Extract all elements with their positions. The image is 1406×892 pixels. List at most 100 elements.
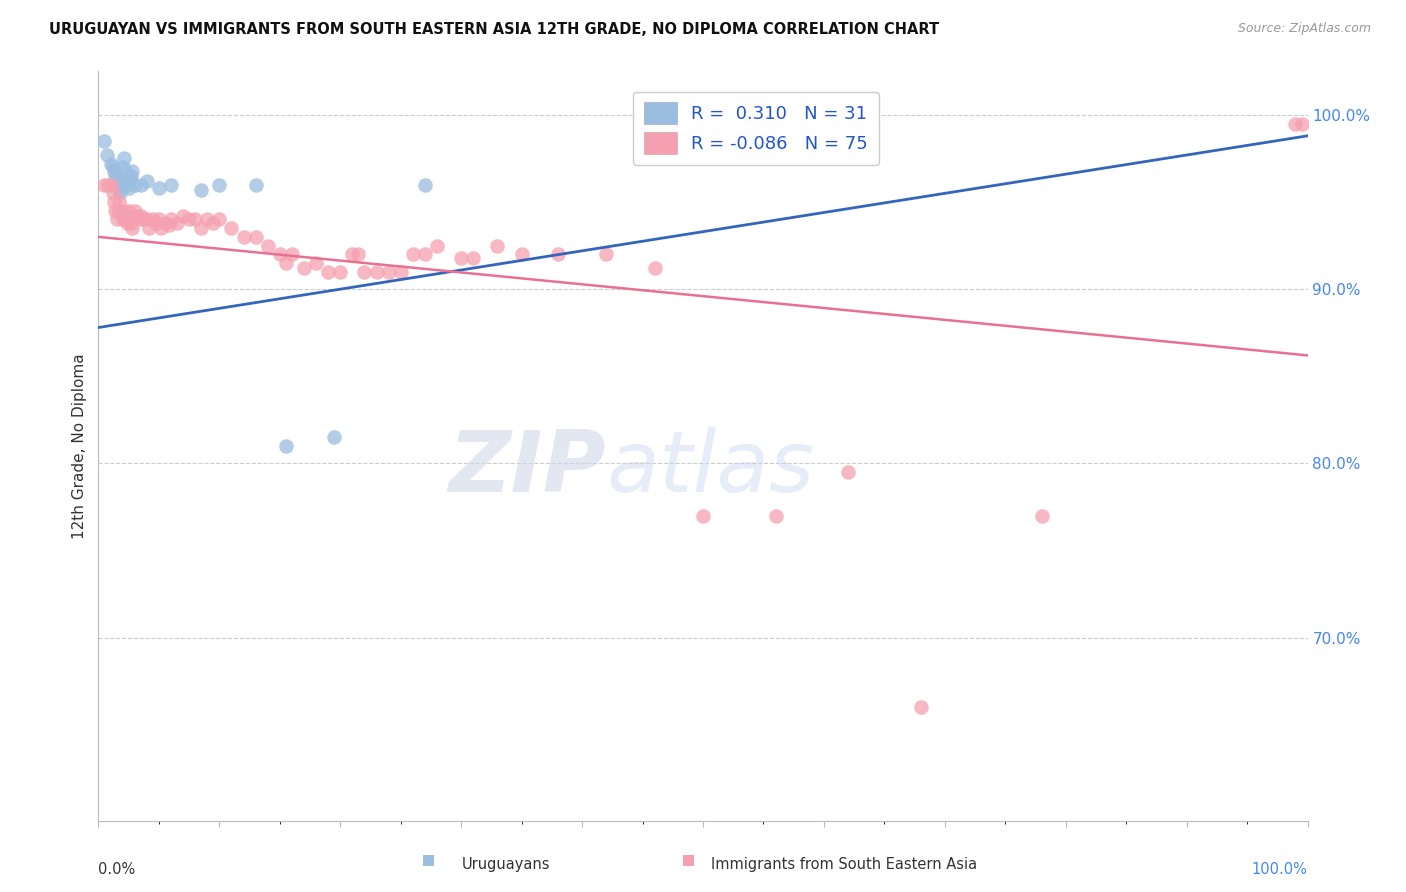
Point xyxy=(274,439,297,453)
Point xyxy=(129,178,152,192)
Point xyxy=(108,195,131,210)
Point xyxy=(366,265,388,279)
Point xyxy=(124,203,146,218)
Point xyxy=(148,212,170,227)
Point xyxy=(93,178,115,192)
Point xyxy=(145,216,167,230)
Text: 0.0%: 0.0% xyxy=(98,862,135,877)
Point xyxy=(510,247,533,261)
Point xyxy=(305,256,328,270)
Point xyxy=(103,163,125,178)
Point xyxy=(274,256,297,270)
Legend: R =  0.310   N = 31, R = -0.086   N = 75: R = 0.310 N = 31, R = -0.086 N = 75 xyxy=(634,92,879,164)
Point xyxy=(190,183,212,197)
Point xyxy=(105,172,128,186)
Point xyxy=(96,148,118,162)
Point xyxy=(692,508,714,523)
Point xyxy=(413,178,436,192)
Text: Source: ZipAtlas.com: Source: ZipAtlas.com xyxy=(1237,22,1371,36)
Point xyxy=(208,212,231,227)
Point xyxy=(765,508,787,523)
Point xyxy=(232,230,254,244)
Point xyxy=(138,221,160,235)
Text: Immigrants from South Eastern Asia: Immigrants from South Eastern Asia xyxy=(710,857,977,872)
Point xyxy=(353,265,375,279)
Point xyxy=(450,251,472,265)
Point xyxy=(135,174,157,188)
Point xyxy=(120,169,142,183)
Point xyxy=(118,209,141,223)
Text: ▪: ▪ xyxy=(422,849,436,869)
Point xyxy=(124,178,146,192)
Point xyxy=(108,186,131,201)
Point xyxy=(347,247,370,261)
Point xyxy=(1291,117,1313,131)
Point xyxy=(166,216,188,230)
Point xyxy=(142,212,165,227)
Point xyxy=(135,212,157,227)
Point xyxy=(115,212,138,227)
Point xyxy=(281,247,304,261)
Point xyxy=(121,163,143,178)
Point xyxy=(101,186,124,201)
Point xyxy=(269,247,291,261)
Point xyxy=(153,216,176,230)
Text: atlas: atlas xyxy=(606,427,814,510)
Point xyxy=(595,247,617,261)
Point xyxy=(329,265,352,279)
Point xyxy=(107,203,129,218)
Point xyxy=(190,221,212,235)
Point xyxy=(292,261,315,276)
Point xyxy=(389,265,412,279)
Point xyxy=(111,160,134,174)
Point xyxy=(148,181,170,195)
Point xyxy=(172,209,194,223)
Point xyxy=(323,430,346,444)
Point xyxy=(129,209,152,223)
Point xyxy=(377,265,399,279)
Point xyxy=(413,247,436,261)
Point xyxy=(97,178,120,192)
Text: URUGUAYAN VS IMMIGRANTS FROM SOUTH EASTERN ASIA 12TH GRADE, NO DIPLOMA CORRELATI: URUGUAYAN VS IMMIGRANTS FROM SOUTH EASTE… xyxy=(49,22,939,37)
Point xyxy=(221,221,243,235)
Point xyxy=(160,178,183,192)
Point xyxy=(100,178,122,192)
Point xyxy=(463,251,485,265)
Point xyxy=(103,195,125,210)
Text: ▪: ▪ xyxy=(682,849,696,869)
Point xyxy=(426,238,449,252)
Y-axis label: 12th Grade, No Diploma: 12th Grade, No Diploma xyxy=(72,353,87,539)
Point xyxy=(256,238,278,252)
Point xyxy=(120,216,142,230)
Point xyxy=(114,163,136,178)
Point xyxy=(547,247,569,261)
Point xyxy=(402,247,425,261)
Point xyxy=(115,174,138,188)
Point xyxy=(93,134,115,148)
Point xyxy=(112,152,135,166)
Point xyxy=(208,178,231,192)
Point xyxy=(1284,117,1306,131)
Text: Uruguayans: Uruguayans xyxy=(463,857,550,872)
Point xyxy=(110,172,132,186)
Point xyxy=(195,212,218,227)
Point xyxy=(316,265,339,279)
Point xyxy=(910,700,932,714)
Point xyxy=(184,212,207,227)
Point xyxy=(128,212,150,227)
Point xyxy=(111,212,134,227)
Point xyxy=(160,212,183,227)
Point xyxy=(114,203,136,218)
Point xyxy=(104,203,127,218)
Point xyxy=(117,178,139,192)
Point xyxy=(108,183,131,197)
Text: 100.0%: 100.0% xyxy=(1251,862,1308,877)
Point xyxy=(112,212,135,227)
Point xyxy=(105,212,128,227)
Point xyxy=(837,465,859,479)
Point xyxy=(118,172,141,186)
Point xyxy=(342,247,364,261)
Point xyxy=(644,261,666,276)
Point xyxy=(245,230,267,244)
Point xyxy=(104,169,127,183)
